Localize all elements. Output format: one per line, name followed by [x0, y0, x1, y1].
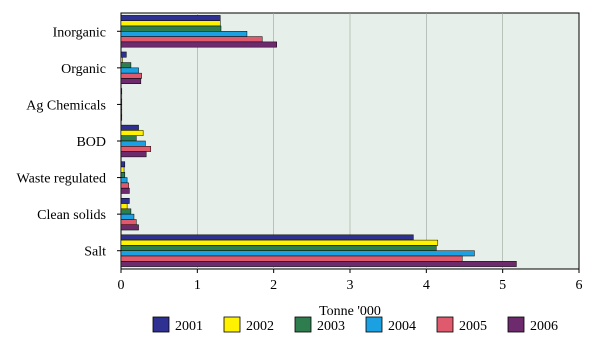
bar-2006 — [120, 261, 517, 267]
category-labels: Inorganic Organic Ag Chemicals BOD Waste reg… — [17, 25, 121, 260]
bar-2004 — [120, 31, 248, 37]
bar-2005 — [120, 219, 137, 225]
legend-label-2004: 2004 — [388, 319, 416, 334]
bar-2003 — [120, 135, 137, 142]
bar-2006 — [120, 78, 142, 85]
legend-label-2003: 2003 — [317, 319, 345, 334]
bar-2004 — [120, 104, 123, 110]
bar-2005 — [120, 72, 142, 79]
legend-label-2002: 2002 — [246, 319, 274, 334]
bar-2004 — [120, 177, 128, 184]
bar-2003 — [120, 172, 126, 178]
bar-2001 — [120, 197, 130, 204]
bar-2001 — [120, 15, 221, 21]
bar-2003 — [120, 98, 123, 105]
bar-2006 — [120, 114, 123, 121]
bar-2005 — [120, 255, 463, 262]
x-tick-label: 1 — [194, 278, 201, 293]
category-label: BOD — [76, 135, 106, 150]
bar-2002 — [120, 20, 221, 27]
bar-2004 — [120, 213, 135, 220]
bar-2002 — [120, 166, 125, 173]
bar-2005 — [120, 146, 152, 152]
x-tick-label: 2 — [270, 278, 277, 293]
grid — [197, 13, 503, 269]
legend-label-2005: 2005 — [459, 319, 487, 334]
legend-label-2001: 2001 — [175, 319, 203, 334]
bar-2003 — [120, 62, 132, 69]
category-label: Salt — [84, 245, 106, 260]
bar-2001 — [120, 88, 123, 95]
bar-2006 — [120, 41, 277, 48]
bar-2002 — [120, 57, 123, 63]
category-label: Clean solids — [37, 208, 106, 223]
bar-2001 — [120, 234, 414, 241]
x-tick-label: 6 — [576, 278, 583, 293]
category-label: Waste regulated — [17, 172, 106, 187]
bars — [120, 15, 517, 267]
bar-2004 — [120, 140, 146, 147]
bar-2005 — [120, 36, 263, 43]
legend-swatch-2004 — [365, 316, 383, 333]
x-axis-title: Tonne '000 — [319, 304, 381, 319]
x-tick-label: 0 — [118, 278, 125, 293]
x-tick-label: 3 — [347, 278, 354, 293]
bar-2003 — [120, 208, 132, 215]
bar-2002 — [120, 130, 144, 136]
bar-2006 — [120, 187, 130, 194]
legend-swatch-2001 — [152, 316, 170, 333]
legend: 2001 2002 2003 2004 2005 2006 — [152, 316, 558, 334]
legend-label-2006: 2006 — [530, 319, 558, 334]
bar-2001 — [120, 124, 139, 131]
category-label: Inorganic — [53, 25, 106, 40]
x-tick-label: 5 — [499, 278, 506, 293]
legend-swatch-2002 — [223, 316, 241, 333]
category-label: Organic — [61, 62, 106, 77]
bar-2003 — [120, 245, 437, 251]
legend-swatch-2005 — [436, 316, 454, 333]
x-axis-ticks: 0 1 2 3 4 5 6 — [118, 269, 583, 293]
bar-2004 — [120, 250, 475, 257]
bar-2004 — [120, 67, 139, 74]
bar-2002 — [120, 203, 128, 210]
bar-2003 — [120, 25, 222, 32]
category-label: Ag Chemicals — [26, 98, 106, 113]
bar-2006 — [120, 151, 147, 158]
legend-swatch-2006 — [507, 316, 525, 333]
bar-2002 — [120, 93, 123, 100]
bar-2006 — [120, 224, 139, 231]
legend-swatch-2003 — [294, 316, 312, 333]
bar-2001 — [120, 161, 126, 168]
x-tick-label: 4 — [423, 278, 430, 293]
bar-2001 — [120, 51, 127, 58]
bar-2005 — [120, 109, 123, 116]
bar-2005 — [120, 182, 129, 189]
bar-2002 — [120, 239, 439, 246]
